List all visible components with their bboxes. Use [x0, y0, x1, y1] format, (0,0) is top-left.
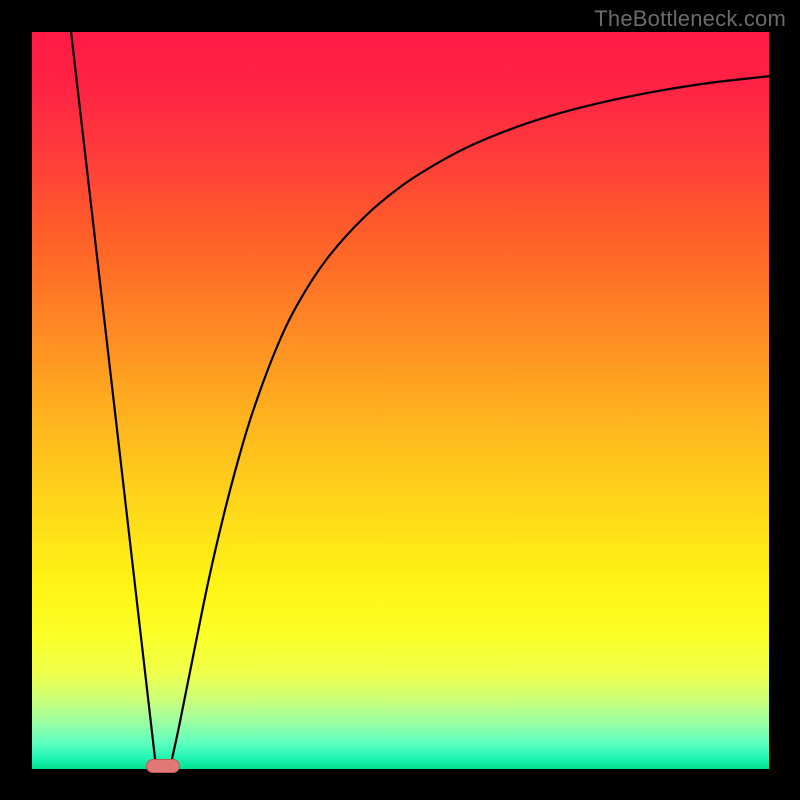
watermark-text: TheBottleneck.com — [594, 6, 786, 32]
plot-area — [32, 32, 769, 769]
chart-curves — [32, 32, 769, 769]
curve-right-rise — [171, 76, 769, 765]
optimal-marker — [146, 759, 180, 773]
curve-left-spike — [71, 32, 156, 765]
chart-container: TheBottleneck.com — [0, 0, 800, 800]
